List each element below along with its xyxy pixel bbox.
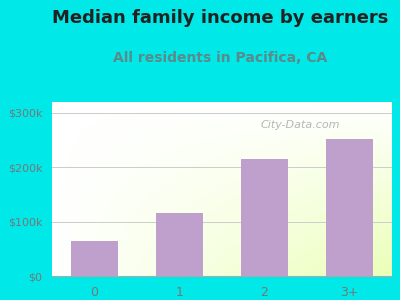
Text: All residents in Pacifica, CA: All residents in Pacifica, CA [113, 51, 327, 65]
Bar [71, 241, 118, 276]
Text: City-Data.com: City-Data.com [260, 120, 340, 130]
Bar [156, 214, 203, 276]
Bar [241, 159, 288, 276]
Bar [326, 139, 373, 276]
Text: Median family income by earners: Median family income by earners [52, 9, 388, 27]
